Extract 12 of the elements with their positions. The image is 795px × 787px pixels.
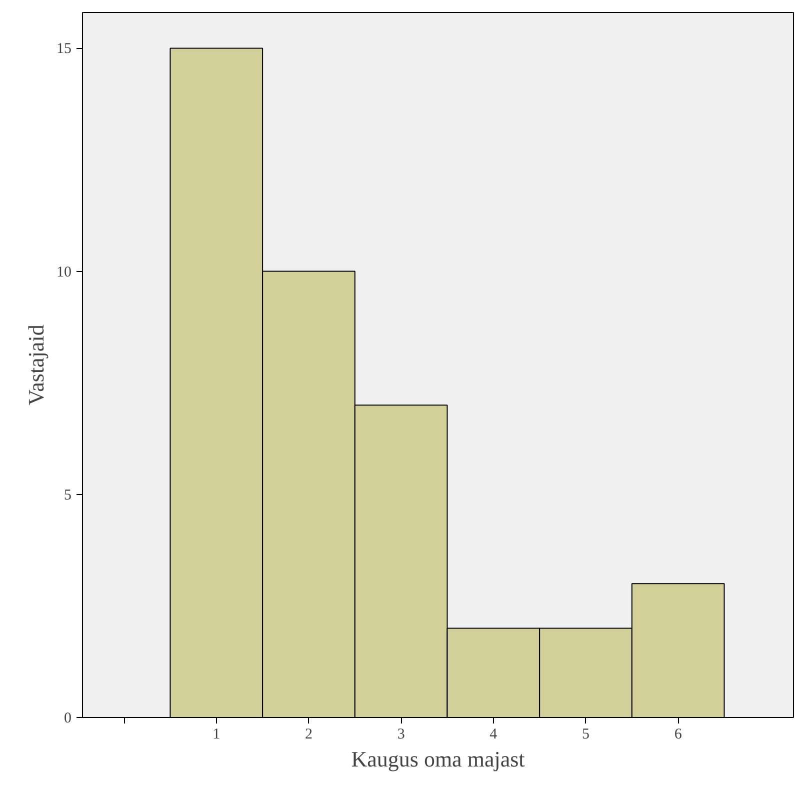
x-tick-label: 5 (582, 726, 590, 742)
y-axis-title: Vastajaid (24, 324, 48, 406)
y-tick-label: 15 (56, 41, 72, 58)
y-tick-label: 0 (64, 710, 72, 726)
x-tick-label: 4 (490, 726, 498, 742)
x-tick-label: 3 (397, 726, 405, 742)
y-tick-label: 5 (64, 487, 72, 504)
y-tick-label: 10 (56, 264, 72, 280)
x-tick-label: 6 (674, 726, 682, 742)
x-tick-label: 1 (212, 726, 220, 742)
x-tick-label: 2 (304, 726, 312, 742)
x-axis-title: Kaugus oma majast (351, 746, 525, 772)
